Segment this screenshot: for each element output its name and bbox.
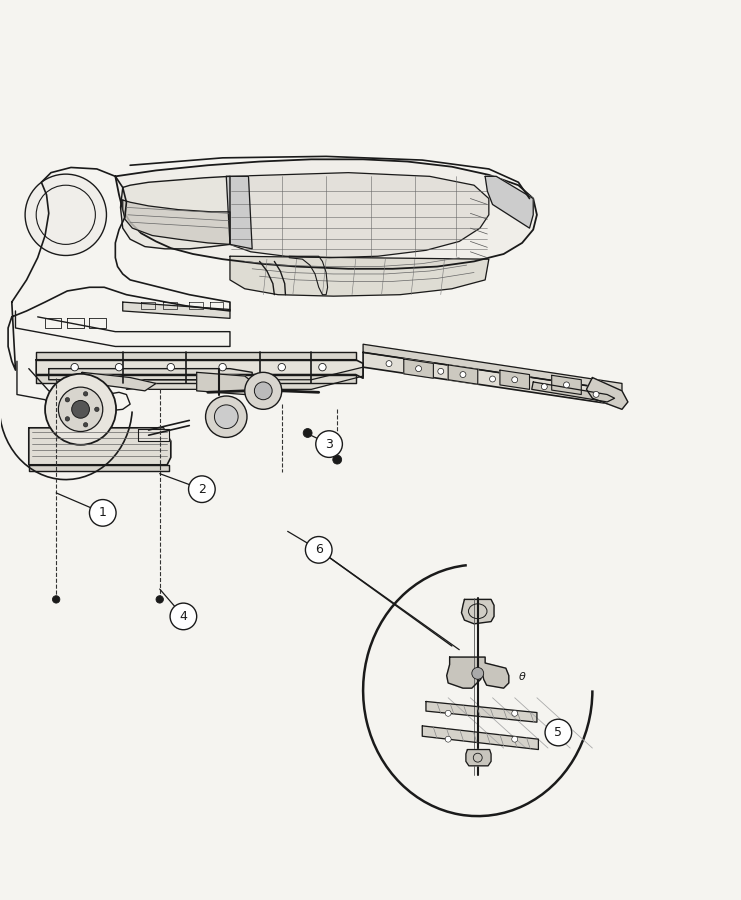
Text: 2: 2 bbox=[198, 482, 206, 496]
Polygon shape bbox=[123, 200, 230, 245]
Polygon shape bbox=[462, 599, 494, 624]
Circle shape bbox=[512, 710, 518, 716]
Circle shape bbox=[386, 361, 392, 366]
Polygon shape bbox=[49, 369, 252, 383]
Circle shape bbox=[472, 668, 484, 680]
Polygon shape bbox=[36, 360, 363, 378]
Circle shape bbox=[205, 396, 247, 437]
Circle shape bbox=[72, 400, 90, 418]
Circle shape bbox=[25, 174, 107, 256]
Circle shape bbox=[65, 398, 70, 402]
Circle shape bbox=[545, 719, 571, 746]
Polygon shape bbox=[29, 428, 171, 464]
Polygon shape bbox=[447, 657, 509, 688]
Circle shape bbox=[90, 500, 116, 526]
Text: 1: 1 bbox=[99, 507, 107, 519]
Circle shape bbox=[214, 405, 238, 428]
Polygon shape bbox=[29, 464, 170, 471]
Text: 6: 6 bbox=[315, 544, 322, 556]
Circle shape bbox=[333, 455, 342, 464]
Circle shape bbox=[542, 383, 548, 390]
Polygon shape bbox=[404, 359, 433, 378]
Circle shape bbox=[460, 372, 466, 377]
Polygon shape bbox=[36, 353, 356, 360]
Circle shape bbox=[53, 596, 60, 603]
Polygon shape bbox=[448, 364, 478, 384]
Polygon shape bbox=[226, 176, 252, 248]
Circle shape bbox=[167, 364, 174, 371]
Polygon shape bbox=[586, 377, 628, 410]
Circle shape bbox=[84, 392, 88, 396]
Circle shape bbox=[188, 476, 215, 502]
Circle shape bbox=[490, 376, 496, 382]
Polygon shape bbox=[121, 176, 230, 248]
Polygon shape bbox=[363, 353, 622, 406]
Text: 5: 5 bbox=[554, 726, 562, 739]
Circle shape bbox=[219, 364, 226, 371]
Circle shape bbox=[512, 377, 518, 382]
Circle shape bbox=[116, 364, 123, 371]
Circle shape bbox=[59, 387, 103, 431]
Circle shape bbox=[254, 382, 272, 400]
Polygon shape bbox=[79, 373, 156, 391]
Circle shape bbox=[303, 428, 312, 437]
Circle shape bbox=[45, 374, 116, 445]
Circle shape bbox=[445, 710, 451, 716]
Text: 4: 4 bbox=[179, 610, 187, 623]
Polygon shape bbox=[127, 367, 363, 390]
Polygon shape bbox=[426, 701, 537, 722]
Circle shape bbox=[316, 431, 342, 457]
Polygon shape bbox=[466, 750, 491, 766]
Polygon shape bbox=[123, 302, 230, 319]
Circle shape bbox=[305, 536, 332, 563]
Polygon shape bbox=[230, 173, 489, 257]
Polygon shape bbox=[230, 256, 489, 296]
Circle shape bbox=[156, 596, 164, 603]
Circle shape bbox=[438, 368, 444, 374]
Polygon shape bbox=[485, 176, 534, 228]
Polygon shape bbox=[116, 159, 537, 269]
Polygon shape bbox=[552, 375, 581, 394]
Circle shape bbox=[564, 382, 569, 388]
Polygon shape bbox=[422, 726, 539, 750]
Circle shape bbox=[84, 423, 88, 427]
Circle shape bbox=[95, 407, 99, 411]
Circle shape bbox=[512, 736, 518, 742]
Text: 3: 3 bbox=[325, 437, 333, 451]
Circle shape bbox=[170, 603, 196, 630]
Circle shape bbox=[319, 364, 326, 371]
Polygon shape bbox=[532, 382, 614, 402]
Text: θ: θ bbox=[519, 672, 525, 682]
Circle shape bbox=[65, 417, 70, 421]
Circle shape bbox=[71, 364, 79, 371]
Circle shape bbox=[416, 365, 422, 372]
Circle shape bbox=[245, 373, 282, 410]
Circle shape bbox=[445, 736, 451, 742]
Polygon shape bbox=[363, 344, 622, 391]
Polygon shape bbox=[500, 370, 530, 390]
Circle shape bbox=[278, 364, 285, 371]
Polygon shape bbox=[138, 429, 170, 441]
Polygon shape bbox=[36, 374, 356, 383]
Polygon shape bbox=[196, 373, 252, 394]
Circle shape bbox=[593, 392, 599, 397]
